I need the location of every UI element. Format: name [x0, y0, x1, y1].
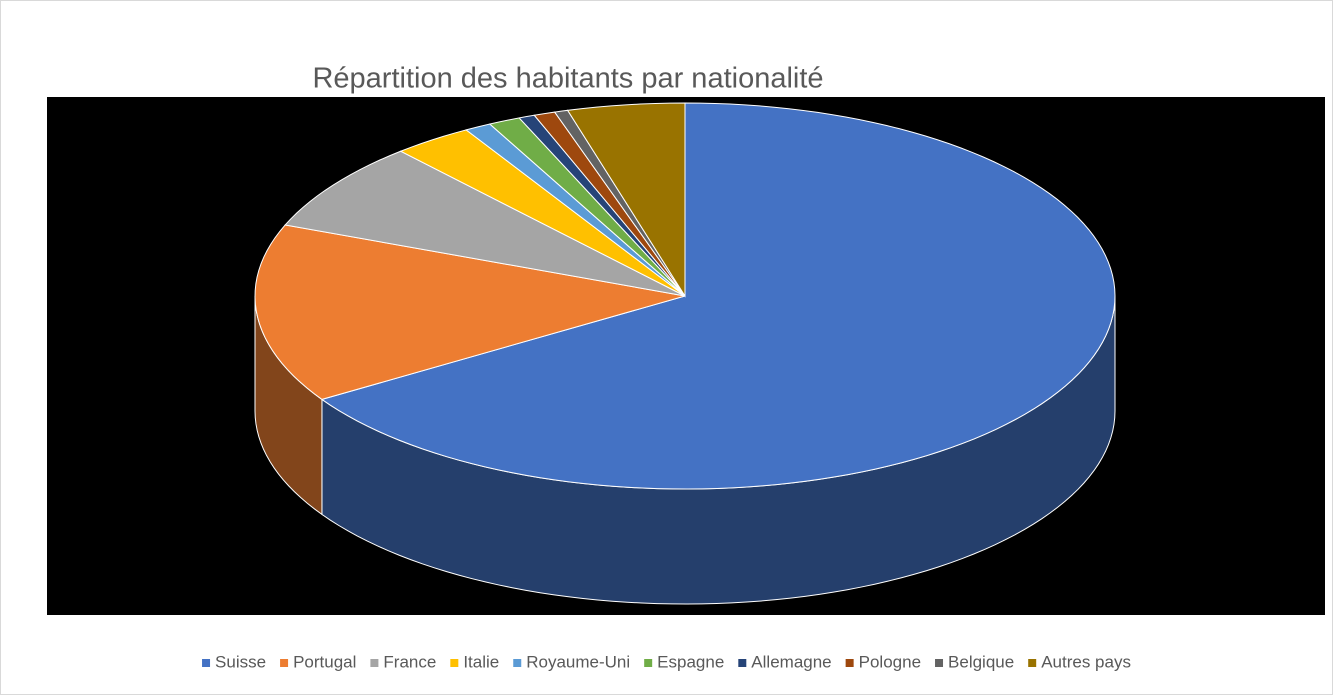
legend-label: Suisse [215, 652, 266, 671]
slice [284, 150, 686, 297]
slice [320, 102, 1116, 490]
legend-swatch [644, 659, 653, 667]
legend-swatch [450, 659, 459, 667]
slice [254, 224, 686, 400]
legend-label: Autres pays [1041, 652, 1131, 671]
legend-label: Espagne [657, 652, 724, 671]
legend-swatch [845, 659, 854, 667]
legend-label: Pologne [859, 652, 921, 671]
chart-title: Répartition des habitants par nationalit… [312, 63, 823, 95]
legend-swatch [935, 659, 944, 667]
legend-swatch [738, 659, 747, 667]
slice [399, 129, 686, 297]
legend-swatch [202, 659, 211, 667]
legend-swatch [370, 659, 379, 667]
legend-swatch [513, 659, 522, 667]
legend-label: Portugal [293, 652, 356, 671]
slice [566, 102, 686, 298]
legend-label: Belgique [948, 652, 1014, 671]
legend-label: France [383, 652, 436, 671]
legend-label: Royaume-Uni [526, 652, 630, 671]
legend: Suisse Portugal France Italie Royaume-Uni Esp… [202, 652, 1131, 671]
legend-swatch [280, 659, 289, 667]
legend-label: Allemagne [751, 652, 831, 671]
legend-swatch [1028, 659, 1037, 667]
legend-label: Italie [463, 652, 499, 671]
